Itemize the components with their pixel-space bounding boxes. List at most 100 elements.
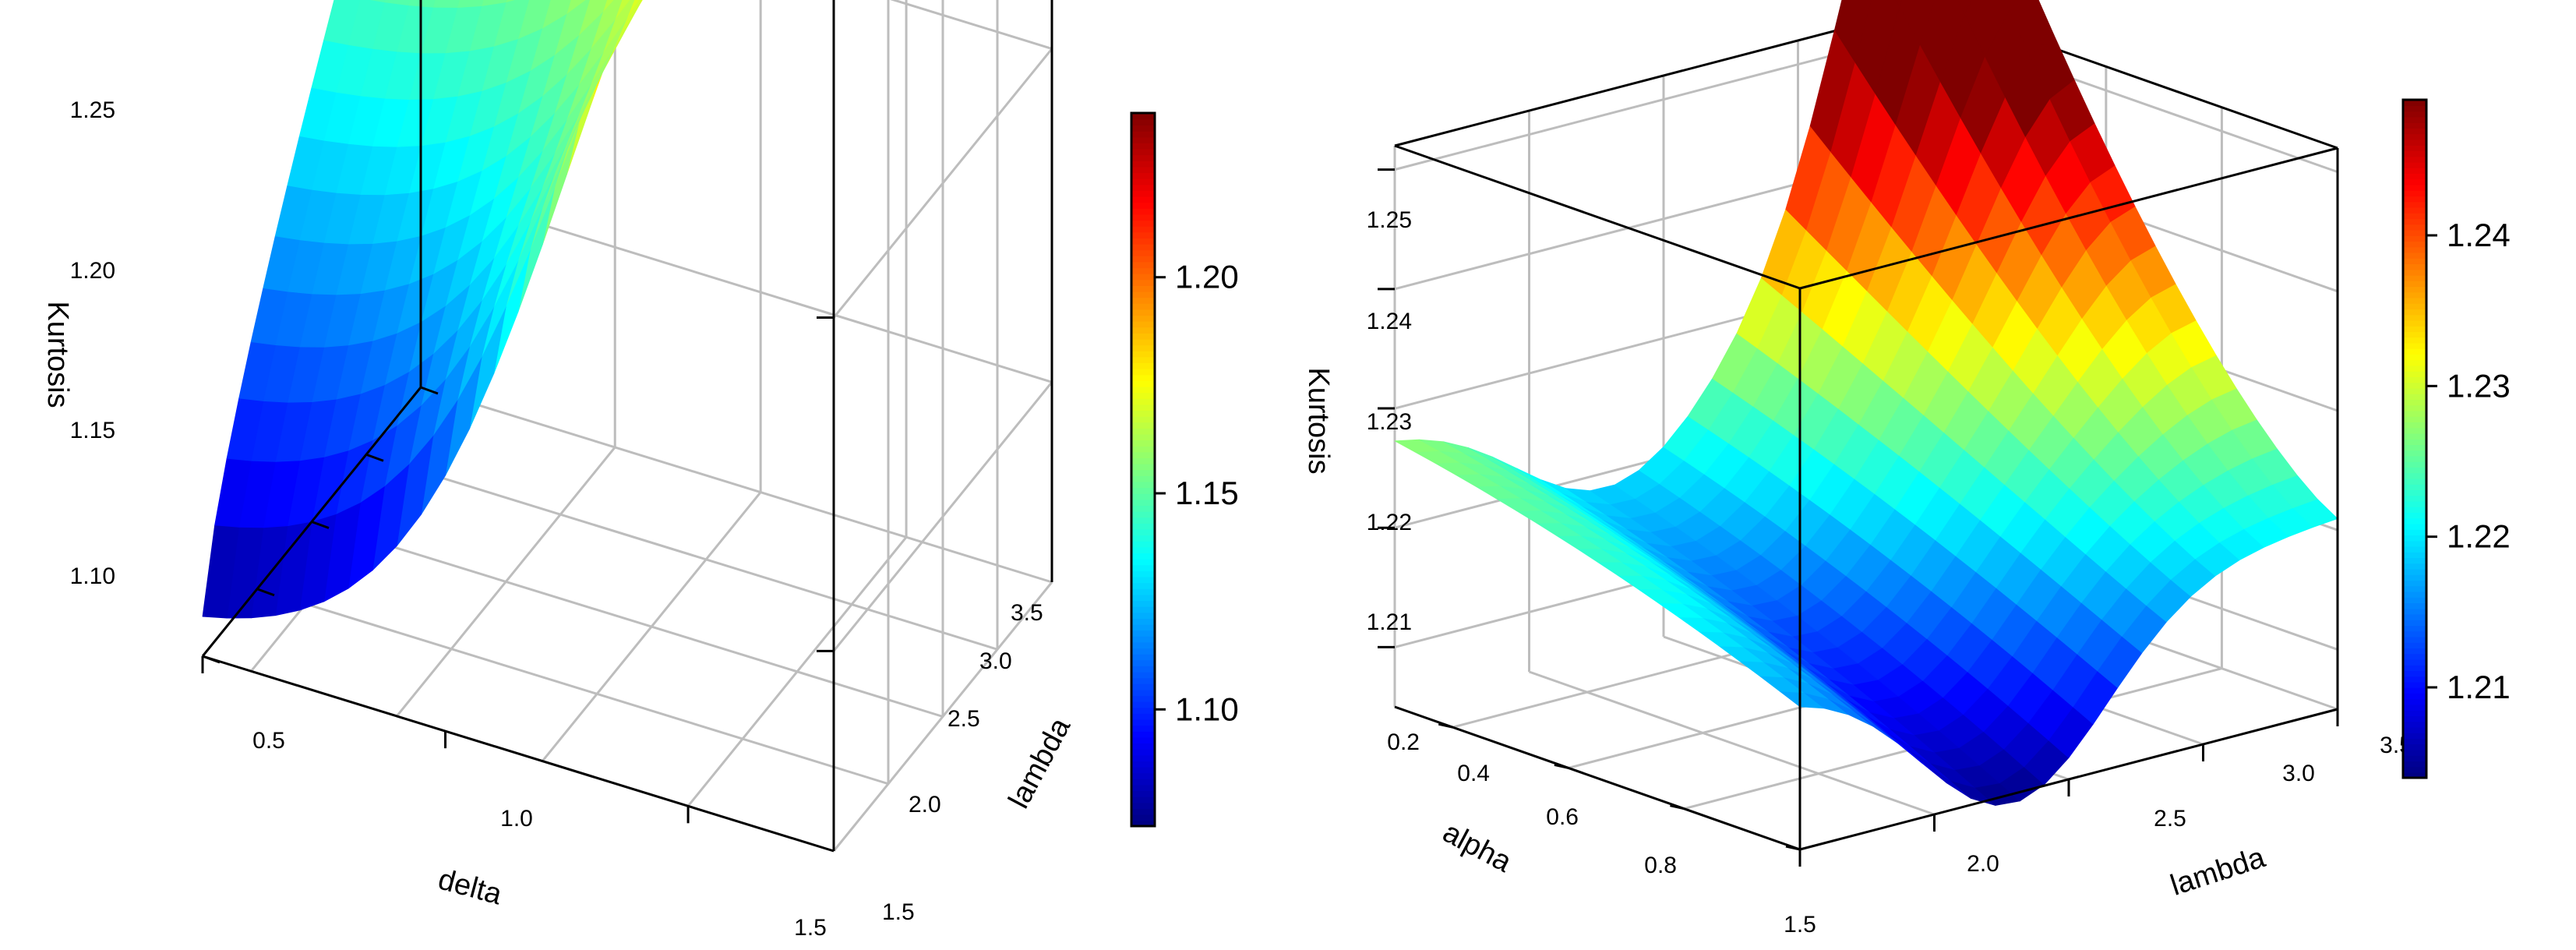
grid-line (832, 48, 1053, 319)
surface-facet (481, 0, 507, 6)
colorbar-segment (1131, 618, 1155, 625)
colorbar-segment (1131, 148, 1155, 156)
colorbar-segment (2403, 274, 2426, 281)
colorbar-segment (1131, 356, 1155, 364)
colorbar-segment (2403, 681, 2426, 688)
colorbar-segment (2403, 269, 2426, 276)
colorbar-segment (2403, 602, 2426, 609)
colorbar-segment (2403, 100, 2426, 107)
colorbar-segment (1131, 243, 1155, 251)
colorbar-segment (1131, 440, 1155, 447)
colorbar-segment (1131, 161, 1155, 168)
colorbar-segment (1131, 344, 1155, 351)
grid-line (311, 521, 944, 718)
left-x-tick-label: 0.5 (252, 728, 285, 754)
colorbar-segment (2403, 665, 2426, 672)
colorbar-segment (1131, 279, 1155, 286)
colorbar-segment (1131, 523, 1155, 530)
colorbar-tick-label: 1.15 (1175, 475, 1239, 511)
colorbar-segment (1131, 362, 1155, 369)
colorbar-segment (2403, 517, 2426, 524)
colorbar-segment (2403, 461, 2426, 468)
axis-tick-mark (365, 453, 384, 462)
right-surface-mesh (1394, 0, 2338, 806)
colorbar-segment (1131, 505, 1155, 512)
surface-facet (602, 0, 614, 12)
right-x-axis: 0.2 0.4 0.6 0.8 (1387, 729, 1677, 878)
surface-facet (383, 0, 411, 6)
colorbar-segment (1131, 315, 1155, 322)
colorbar-segment (2403, 444, 2426, 451)
colorbar-segment (1131, 231, 1155, 238)
colorbar-segment (1131, 820, 1155, 827)
colorbar-segment (1131, 588, 1155, 595)
colorbar-tick-label: 1.22 (2447, 518, 2511, 555)
colorbar-segment (1131, 695, 1155, 702)
colorbar-segment (2403, 291, 2426, 298)
colorbar-segment (1131, 184, 1155, 191)
colorbar-segment (2403, 394, 2426, 401)
colorbar-segment (1131, 553, 1155, 560)
colorbar-segment (2403, 625, 2426, 632)
box-edge (1394, 144, 1801, 290)
colorbar-segment (1131, 463, 1155, 471)
colorbar-segment (1131, 303, 1155, 310)
colorbar-segment (2403, 416, 2426, 423)
left-z-tick-label: 1.15 (70, 418, 115, 443)
colorbar-segment (2403, 207, 2426, 214)
colorbar-segment (1131, 374, 1155, 381)
right-surface-panel: 1.21 1.22 1.23 1.24 1.25 Kurtosis 0.2 0.… (1302, 0, 2511, 938)
colorbar-segment (1131, 190, 1155, 197)
colorbar-segment (1131, 707, 1155, 714)
colorbar-segment (1131, 493, 1155, 500)
right-x-axis-label: alpha (1438, 816, 1518, 879)
colorbar-segment (2403, 422, 2426, 429)
left-z-tick-label: 1.25 (70, 97, 115, 123)
colorbar-segment (1131, 576, 1155, 584)
colorbar-segment (2403, 450, 2426, 457)
colorbar-segment (2403, 523, 2426, 530)
colorbar-segment (1131, 558, 1155, 566)
colorbar-segment (1131, 487, 1155, 494)
colorbar-segment (2403, 478, 2426, 485)
left-z-axis: 1.25 1.20 1.15 1.10 (70, 97, 115, 589)
left-y-tick-label: 3.0 (979, 648, 1012, 674)
right-z-axis-label: Kurtosis (1302, 367, 1335, 474)
colorbar-segment (1131, 475, 1155, 482)
colorbar-segment (1131, 600, 1155, 607)
colorbar-segment (1131, 761, 1155, 768)
left-x-tick-label: 1.0 (500, 806, 533, 832)
axis-tick-mark (1554, 763, 1569, 769)
axis-tick-mark (311, 521, 330, 529)
colorbar-segment (2403, 168, 2426, 175)
colorbar-segment (2403, 439, 2426, 446)
colorbar-segment (2403, 552, 2426, 559)
left-surface-panel: 1.25 1.20 1.15 1.10 Kurtosis 0.5 1.0 1.5… (41, 0, 1239, 941)
colorbar-segment (2403, 557, 2426, 564)
left-z-tick-label: 1.10 (70, 563, 115, 589)
colorbar-segment (1131, 743, 1155, 750)
right-z-tick-label: 1.22 (1367, 510, 1412, 535)
surface-facet (348, 0, 385, 49)
colorbar-segment (1131, 754, 1155, 761)
colorbar-segment (2403, 500, 2426, 507)
colorbar-segment (2403, 484, 2426, 491)
colorbar-segment (2403, 105, 2426, 112)
colorbar-segment (1131, 125, 1155, 132)
colorbar-segment (1131, 333, 1155, 340)
surface-facet (2009, 0, 2055, 56)
colorbar-segment (1131, 208, 1155, 215)
colorbar-segment (1131, 606, 1155, 613)
colorbar-segment (1131, 249, 1155, 256)
right-y-tick-label: 1.5 (1784, 912, 1816, 938)
colorbar-segment (2403, 721, 2426, 728)
colorbar-segment (1131, 291, 1155, 298)
right-z-axis: 1.21 1.22 1.23 1.24 1.25 (1367, 207, 1412, 635)
colorbar-segment (2403, 173, 2426, 180)
colorbar-segment (1131, 285, 1155, 292)
colorbar-segment (2403, 116, 2426, 123)
right-z-tick-label: 1.25 (1367, 207, 1412, 233)
surface-facet (615, 0, 630, 19)
colorbar-segment (1131, 457, 1155, 464)
colorbar-segment (2403, 178, 2426, 185)
